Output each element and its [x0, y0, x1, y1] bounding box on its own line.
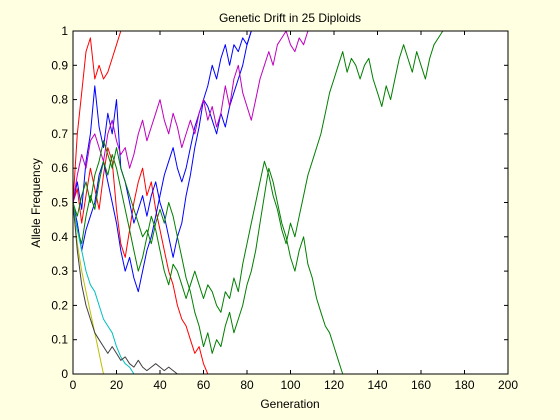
y-tick-label: 0.8: [51, 93, 68, 107]
y-tick-label: 0.1: [51, 333, 68, 347]
x-tick-label: 140: [367, 378, 387, 392]
x-tick-label: 40: [153, 378, 167, 392]
x-tick-label: 180: [454, 378, 474, 392]
series-line-8: [72, 202, 135, 375]
x-tick-label: 200: [498, 378, 518, 392]
y-tick-label: 0.9: [51, 58, 68, 72]
series-line-9: [72, 202, 104, 375]
series-line-7: [72, 30, 508, 313]
y-tick-label: 0: [61, 367, 68, 381]
y-tick-label: 0.6: [51, 161, 68, 175]
x-tick-label: 20: [110, 378, 124, 392]
y-tick-label: 0.7: [51, 127, 68, 141]
y-tick-label: 0.4: [51, 230, 68, 244]
axis-ticks: 0 20 40 60 80 100 120 140 160 180 200 0 0.1 0.2 0.3 0.4…: [51, 24, 518, 392]
x-tick-label: 160: [411, 378, 431, 392]
x-tick-label: 0: [70, 378, 77, 392]
x-axis-label: Generation: [260, 397, 319, 411]
y-tick-label: 0.3: [51, 264, 68, 278]
y-axis-label: Allele Frequency: [29, 158, 43, 247]
x-tick-label: 80: [240, 378, 254, 392]
x-tick-label: 120: [324, 378, 344, 392]
chart-title: Genetic Drift in 25 Diploids: [219, 11, 361, 25]
y-tick-label: 1: [61, 24, 68, 38]
y-tick-label: 0.2: [51, 298, 68, 312]
y-tick-label: 0.5: [51, 196, 68, 210]
x-tick-label: 100: [280, 378, 300, 392]
x-tick-label: 60: [197, 378, 211, 392]
plot-area: [73, 31, 508, 374]
series-line-2: [72, 147, 209, 375]
series-line-10: [72, 202, 178, 375]
